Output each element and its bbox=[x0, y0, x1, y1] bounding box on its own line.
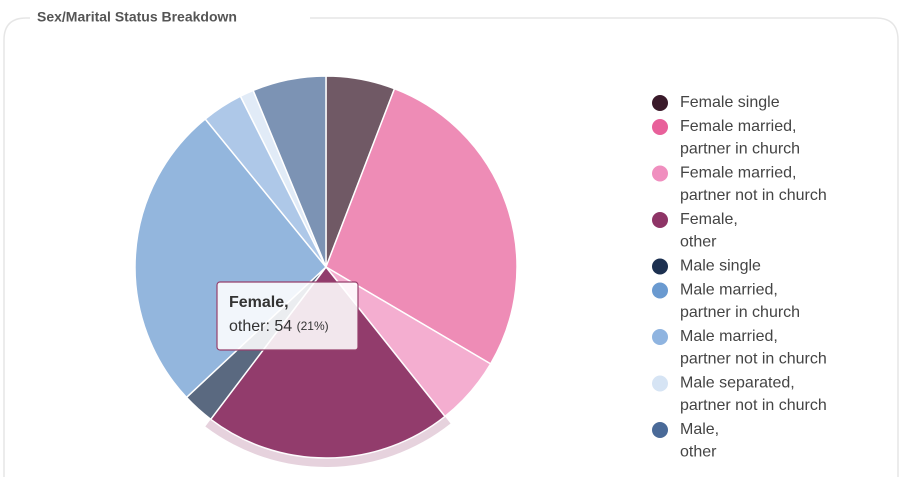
legend-marker bbox=[652, 212, 668, 228]
tooltip: Female, other: 54 (21%) bbox=[216, 281, 359, 351]
legend-label: Female, other bbox=[680, 211, 738, 251]
legend-marker bbox=[652, 95, 668, 111]
legend-label: Female married, partner in church bbox=[680, 118, 800, 158]
pie-slice bbox=[134, 117, 328, 399]
legend: Female single Female married, partner in c… bbox=[652, 94, 827, 461]
pie-slice bbox=[252, 75, 327, 268]
legend-label: Female married, partner not in church bbox=[680, 165, 827, 205]
legend-label: Male married, partner in church bbox=[680, 282, 800, 322]
legend-label: Male separated, partner not in church bbox=[680, 375, 827, 415]
card-title: Sex/Marital Status Breakdown bbox=[37, 9, 237, 25]
pie: Female, other: 54 (21%) bbox=[134, 75, 518, 468]
tooltip-value: 54 bbox=[274, 318, 292, 335]
legend-marker bbox=[652, 375, 668, 392]
legend-label: Male, other bbox=[680, 421, 719, 461]
tooltip-percent: (21%) bbox=[297, 319, 329, 333]
legend-marker bbox=[652, 329, 668, 345]
tooltip-box bbox=[216, 281, 359, 351]
legend-marker bbox=[652, 422, 668, 438]
pie-slice bbox=[209, 265, 447, 459]
tooltip-label: other: bbox=[229, 318, 270, 335]
legend-marker bbox=[652, 258, 668, 275]
legend-marker bbox=[652, 165, 668, 182]
legend-label: Male single bbox=[680, 258, 761, 275]
tooltip-title: Female, bbox=[229, 294, 289, 311]
card-border bbox=[3, 17, 899, 477]
legend-label: Female single bbox=[680, 94, 780, 111]
legend-marker bbox=[652, 282, 668, 299]
legend-marker bbox=[652, 119, 668, 135]
legend-label: Male married, partner not in church bbox=[680, 328, 827, 368]
tooltip-text: other: 54 (21%) bbox=[229, 318, 329, 335]
